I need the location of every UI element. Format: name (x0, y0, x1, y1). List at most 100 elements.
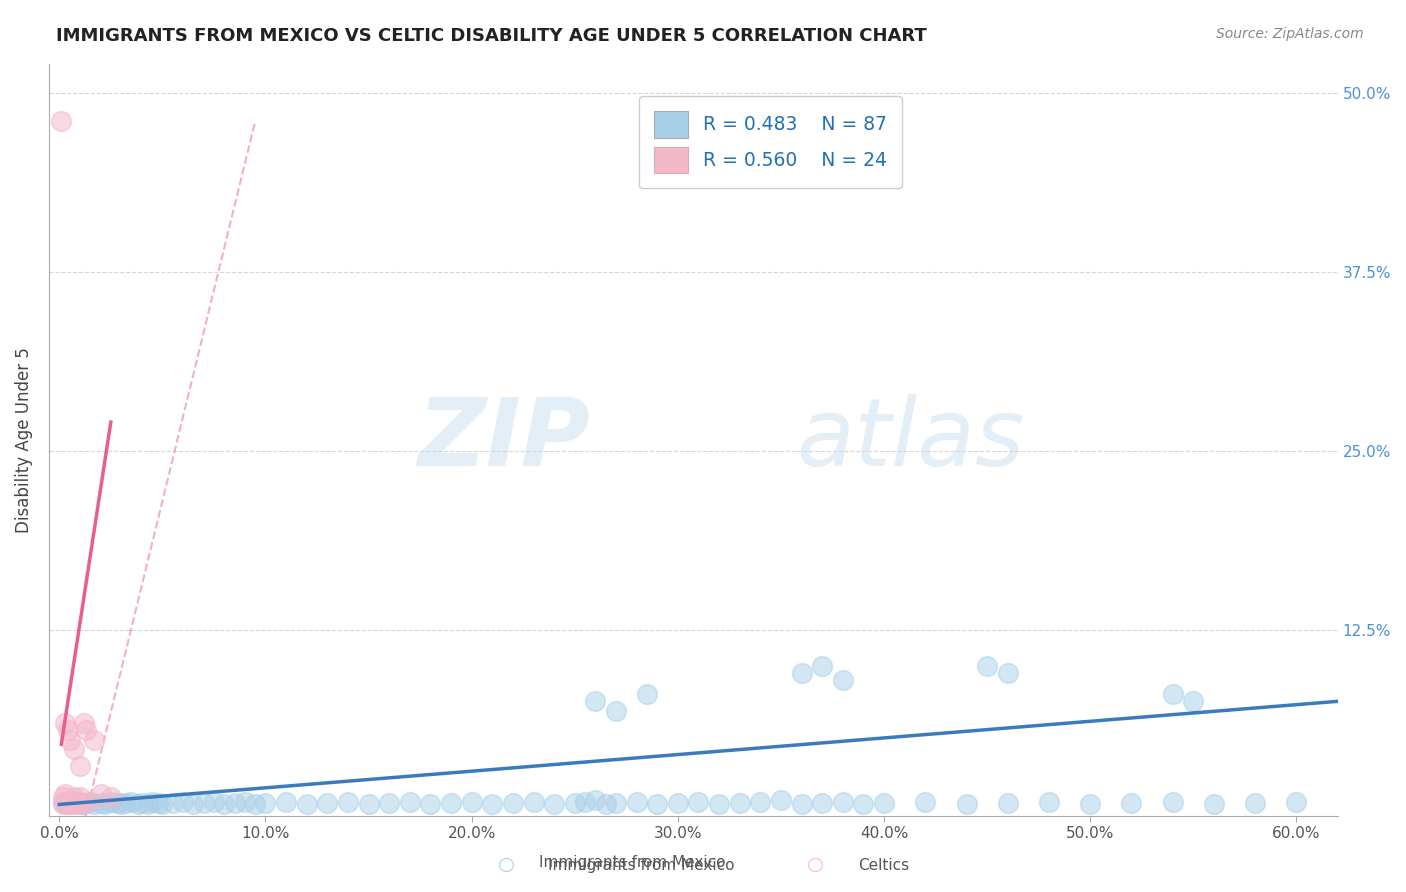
Point (626, 795, 648, 809)
Point (75, 723, 97, 737)
Point (1202, 797, 1225, 812)
Point (105, 796, 128, 810)
Point (212, 797, 235, 812)
Point (749, 795, 772, 809)
Point (73, 797, 96, 812)
Point (58, 795, 80, 809)
Point (62, 797, 84, 812)
Point (852, 797, 875, 812)
Point (595, 797, 617, 812)
Point (65, 796, 87, 810)
Point (811, 658, 834, 673)
Point (55, 797, 77, 812)
Point (481, 797, 503, 812)
Point (83, 797, 105, 812)
Point (55, 796, 77, 810)
Point (172, 795, 194, 809)
Point (295, 797, 318, 812)
Point (502, 796, 524, 810)
Point (202, 795, 225, 809)
Point (460, 795, 482, 809)
Point (543, 797, 565, 812)
Point (193, 796, 215, 810)
Point (564, 796, 586, 810)
Point (1244, 796, 1267, 810)
Text: IMMIGRANTS FROM MEXICO VS CELTIC DISABILITY AGE UNDER 5 CORRELATION CHART: IMMIGRANTS FROM MEXICO VS CELTIC DISABIL… (56, 27, 927, 45)
Point (873, 796, 896, 810)
Point (583, 694, 606, 708)
Point (79, 795, 101, 809)
Point (254, 796, 277, 810)
Point (955, 797, 977, 812)
Text: Celtics: Celtics (858, 858, 908, 872)
Point (150, 797, 173, 812)
Point (997, 665, 1019, 680)
Point (69, 797, 91, 812)
Text: Immigrants from Mexico: Immigrants from Mexico (540, 855, 725, 870)
Point (73, 715, 96, 730)
Point (605, 704, 627, 718)
Point (65, 795, 87, 809)
Point (707, 797, 730, 812)
Point (60, 796, 83, 810)
Point (79, 795, 101, 809)
Point (70, 797, 93, 812)
Point (56, 797, 79, 812)
Point (83, 733, 105, 747)
Point (997, 796, 1019, 810)
Y-axis label: Disability Age Under 5: Disability Age Under 5 (15, 347, 32, 533)
Text: atlas: atlas (796, 394, 1025, 485)
Point (56, 723, 79, 737)
Point (224, 796, 246, 810)
Point (636, 687, 658, 701)
Point (93, 797, 115, 812)
Point (645, 797, 668, 812)
Point (831, 673, 853, 687)
Text: ○: ○ (498, 855, 515, 873)
Point (52, 795, 75, 809)
Point (52, 797, 75, 812)
Point (127, 797, 149, 812)
Point (233, 795, 256, 809)
Point (55, 715, 77, 730)
Point (440, 796, 463, 810)
Point (114, 796, 136, 810)
Point (790, 797, 813, 812)
Point (131, 796, 153, 810)
Point (58, 733, 80, 747)
Point (831, 795, 853, 809)
Point (605, 796, 627, 810)
Text: ZIP: ZIP (418, 394, 591, 486)
Point (1121, 796, 1143, 810)
Point (574, 795, 596, 809)
Point (181, 797, 204, 812)
Point (55, 788, 77, 802)
Point (60, 796, 83, 810)
Point (75, 796, 97, 810)
Point (666, 796, 689, 810)
Point (62, 741, 84, 756)
Point (378, 796, 401, 810)
Point (811, 796, 834, 810)
Point (162, 796, 184, 810)
Point (522, 795, 544, 809)
Point (583, 793, 606, 807)
Point (136, 797, 159, 812)
Point (120, 795, 142, 809)
Point (52, 790, 75, 805)
Point (69, 758, 91, 772)
Point (1285, 795, 1308, 809)
Point (316, 796, 339, 810)
Point (89, 796, 111, 810)
Point (274, 795, 297, 809)
Point (100, 790, 122, 805)
Text: Immigrants from Mexico: Immigrants from Mexico (548, 858, 735, 872)
Point (1161, 795, 1184, 809)
Point (148, 796, 170, 810)
Point (688, 795, 710, 809)
Point (914, 795, 936, 809)
Point (66, 797, 89, 812)
Point (70, 796, 93, 810)
Point (66, 795, 89, 809)
Point (336, 795, 359, 809)
